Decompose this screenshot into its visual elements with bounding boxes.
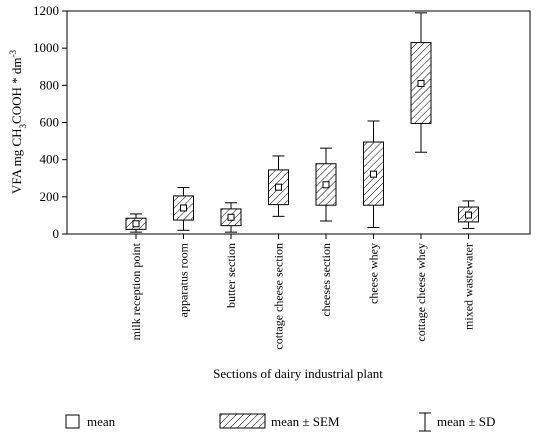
y-tick-label: 1000 <box>33 40 59 55</box>
legend: mean mean ± SEM mean ± SD <box>65 412 495 432</box>
legend-item-sd: mean ± SD <box>419 412 495 432</box>
box-group <box>315 147 337 222</box>
mean-marker <box>132 220 140 228</box>
x-tick-label: cheese whey <box>367 243 381 304</box>
legend-item-sem: mean ± SEM <box>219 413 340 429</box>
x-tick-label: milk reception point <box>129 242 143 340</box>
y-tick-label: 0 <box>53 226 60 241</box>
x-tick-label: butter section <box>224 243 238 308</box>
legend-item-mean: mean <box>65 414 116 429</box>
box-group <box>458 200 479 229</box>
x-tick-label: apparatus room <box>177 242 191 317</box>
box-group <box>173 187 194 231</box>
mean-marker <box>180 204 187 212</box>
box-group <box>410 12 432 153</box>
mean-marker <box>417 79 425 87</box>
legend-hatched-box-icon <box>219 413 266 429</box>
y-tick-label: 800 <box>40 77 60 92</box>
boxes-group <box>125 12 479 233</box>
legend-sd-label: mean ± SD <box>437 414 495 429</box>
x-tick-label: mixed wastewater <box>462 243 476 330</box>
x-tick-label: cottage cheese whey <box>414 243 428 342</box>
box-group <box>220 202 242 233</box>
legend-mean-square-icon <box>65 414 80 429</box>
mean-marker <box>370 170 377 178</box>
y-tick-label: 1200 <box>33 3 59 18</box>
mean-marker <box>227 213 235 221</box>
y-tick-label: 400 <box>40 152 60 167</box>
legend-sem-label: mean ± SEM <box>271 414 340 429</box>
plot-area <box>66 10 531 235</box>
x-tick-label: cottage cheese section <box>272 243 286 350</box>
x-axis: milk reception point apparatus room butter… <box>129 234 476 350</box>
mean-marker <box>465 211 472 219</box>
box-group <box>363 120 384 228</box>
mean-marker <box>275 183 282 191</box>
box-group <box>268 155 289 217</box>
box-group <box>125 213 147 233</box>
mean-marker <box>322 181 330 189</box>
x-tick-label: cheeses section <box>319 243 333 317</box>
y-tick-label: 200 <box>40 189 60 204</box>
y-tick-label: 600 <box>40 115 60 130</box>
x-axis-label: Sections of dairy industrial plant <box>213 366 383 381</box>
y-axis: 0 200 400 600 800 1000 1200 <box>33 3 67 241</box>
legend-mean-label: mean <box>87 414 116 429</box>
y-axis-label: VFA mg CH3COOH * dm-3 <box>8 50 28 194</box>
